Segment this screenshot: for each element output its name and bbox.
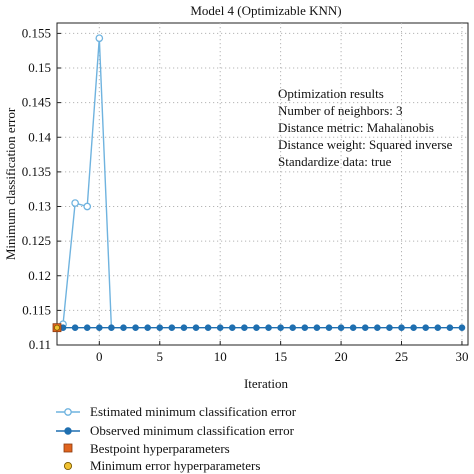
x-tick-label: 30 [455,349,468,364]
observed-point [120,324,127,331]
annotation-line-2: Number of neighbors: 3 [278,103,403,118]
legend-estimated-marker [64,408,72,416]
chart-title: Model 4 (Optimizable KNN) [190,3,341,18]
y-tick-label: 0.135 [22,164,51,179]
observed-point [96,324,103,331]
legend-min-error-label: Minimum error hyperparameters [90,458,260,473]
legend-item-estimated: Estimated minimum classification error [56,404,297,419]
annotation-line-5: Standardize data: true [278,154,392,169]
observed-point [398,324,405,331]
legend-bestpoint-marker [63,443,73,453]
observed-point [337,324,345,331]
observed-point [325,324,333,331]
observed-point [458,324,466,331]
x-tick-label: 25 [395,349,408,364]
legend-item-min-error: Minimum error hyperparameters [63,458,260,473]
observed-point [289,324,297,331]
x-axis-label: Iteration [244,376,289,391]
x-axis: 0 5 10 15 20 25 30 [96,341,468,364]
y-axis-label: Minimum classification error [3,107,18,260]
observed-point [410,324,417,331]
legend-observed-marker [64,427,72,435]
min-error-marker [54,324,61,331]
y-tick-label: 0.14 [28,129,51,144]
observed-point [361,324,369,331]
annotation-line-1: Optimization results [278,86,384,101]
legend-estimated-label: Estimated minimum classification error [90,404,297,419]
y-tick-label: 0.115 [22,302,51,317]
observed-point [83,324,91,331]
y-tick-label: 0.145 [22,95,51,110]
x-tick-label: 15 [274,349,287,364]
annotation-line-3: Distance metric: Mahalanobis [278,120,434,135]
observed-point [434,324,442,331]
observed-point [144,324,151,331]
observed-point [204,324,212,331]
y-tick-label: 0.13 [28,199,51,214]
special-points [52,323,62,333]
observed-point [180,324,188,331]
observed-point [301,324,309,331]
observed-point [71,324,79,331]
observed-point [446,324,454,331]
legend-observed-label: Observed minimum classification error [90,423,295,438]
observed-point [241,324,248,331]
estimated-point [95,34,104,43]
legend-item-bestpoint: Bestpoint hyperparameters [63,441,230,456]
legend-min-error-marker [63,461,73,471]
legend: Estimated minimum classification error O… [56,404,297,473]
legend-bestpoint-label: Bestpoint hyperparameters [90,441,230,456]
annotation-line-4: Distance weight: Squared inverse [278,137,453,152]
observed-point [253,324,260,331]
estimated-point [83,202,92,211]
observed-point [216,324,224,331]
y-tick-label: 0.125 [22,233,51,248]
observed-point [313,324,321,331]
observed-point [374,324,381,331]
x-tick-label: 0 [96,349,103,364]
observed-point [349,324,357,331]
x-tick-label: 5 [157,349,164,364]
observed-point [168,324,176,331]
y-tick-label: 0.11 [29,337,51,352]
x-tick-label: 20 [335,349,348,364]
observed-point [265,324,272,331]
observed-point [228,324,236,331]
observed-point [277,324,284,331]
x-tick-label: 10 [214,349,227,364]
observed-series [59,324,466,331]
observed-point [422,324,429,331]
observed-point [108,324,115,331]
y-axis: 0.11 0.115 0.12 0.125 0.13 0.135 0.14 0.145 0.15… [22,25,61,352]
y-tick-label: 0.12 [28,268,51,283]
estimated-point [71,199,79,207]
annotation: Optimization results Number of neighbors… [278,86,453,169]
legend-item-observed: Observed minimum classification error [56,423,295,438]
observed-point [386,324,393,331]
grid [57,23,468,345]
observed-point [132,324,139,331]
estimated-series [59,34,124,329]
plot-frame [56,22,469,346]
estimated-line [62,38,124,329]
observed-point [192,324,200,331]
y-tick-label: 0.155 [22,25,51,40]
y-tick-label: 0.15 [28,60,51,75]
observed-point [156,324,164,331]
